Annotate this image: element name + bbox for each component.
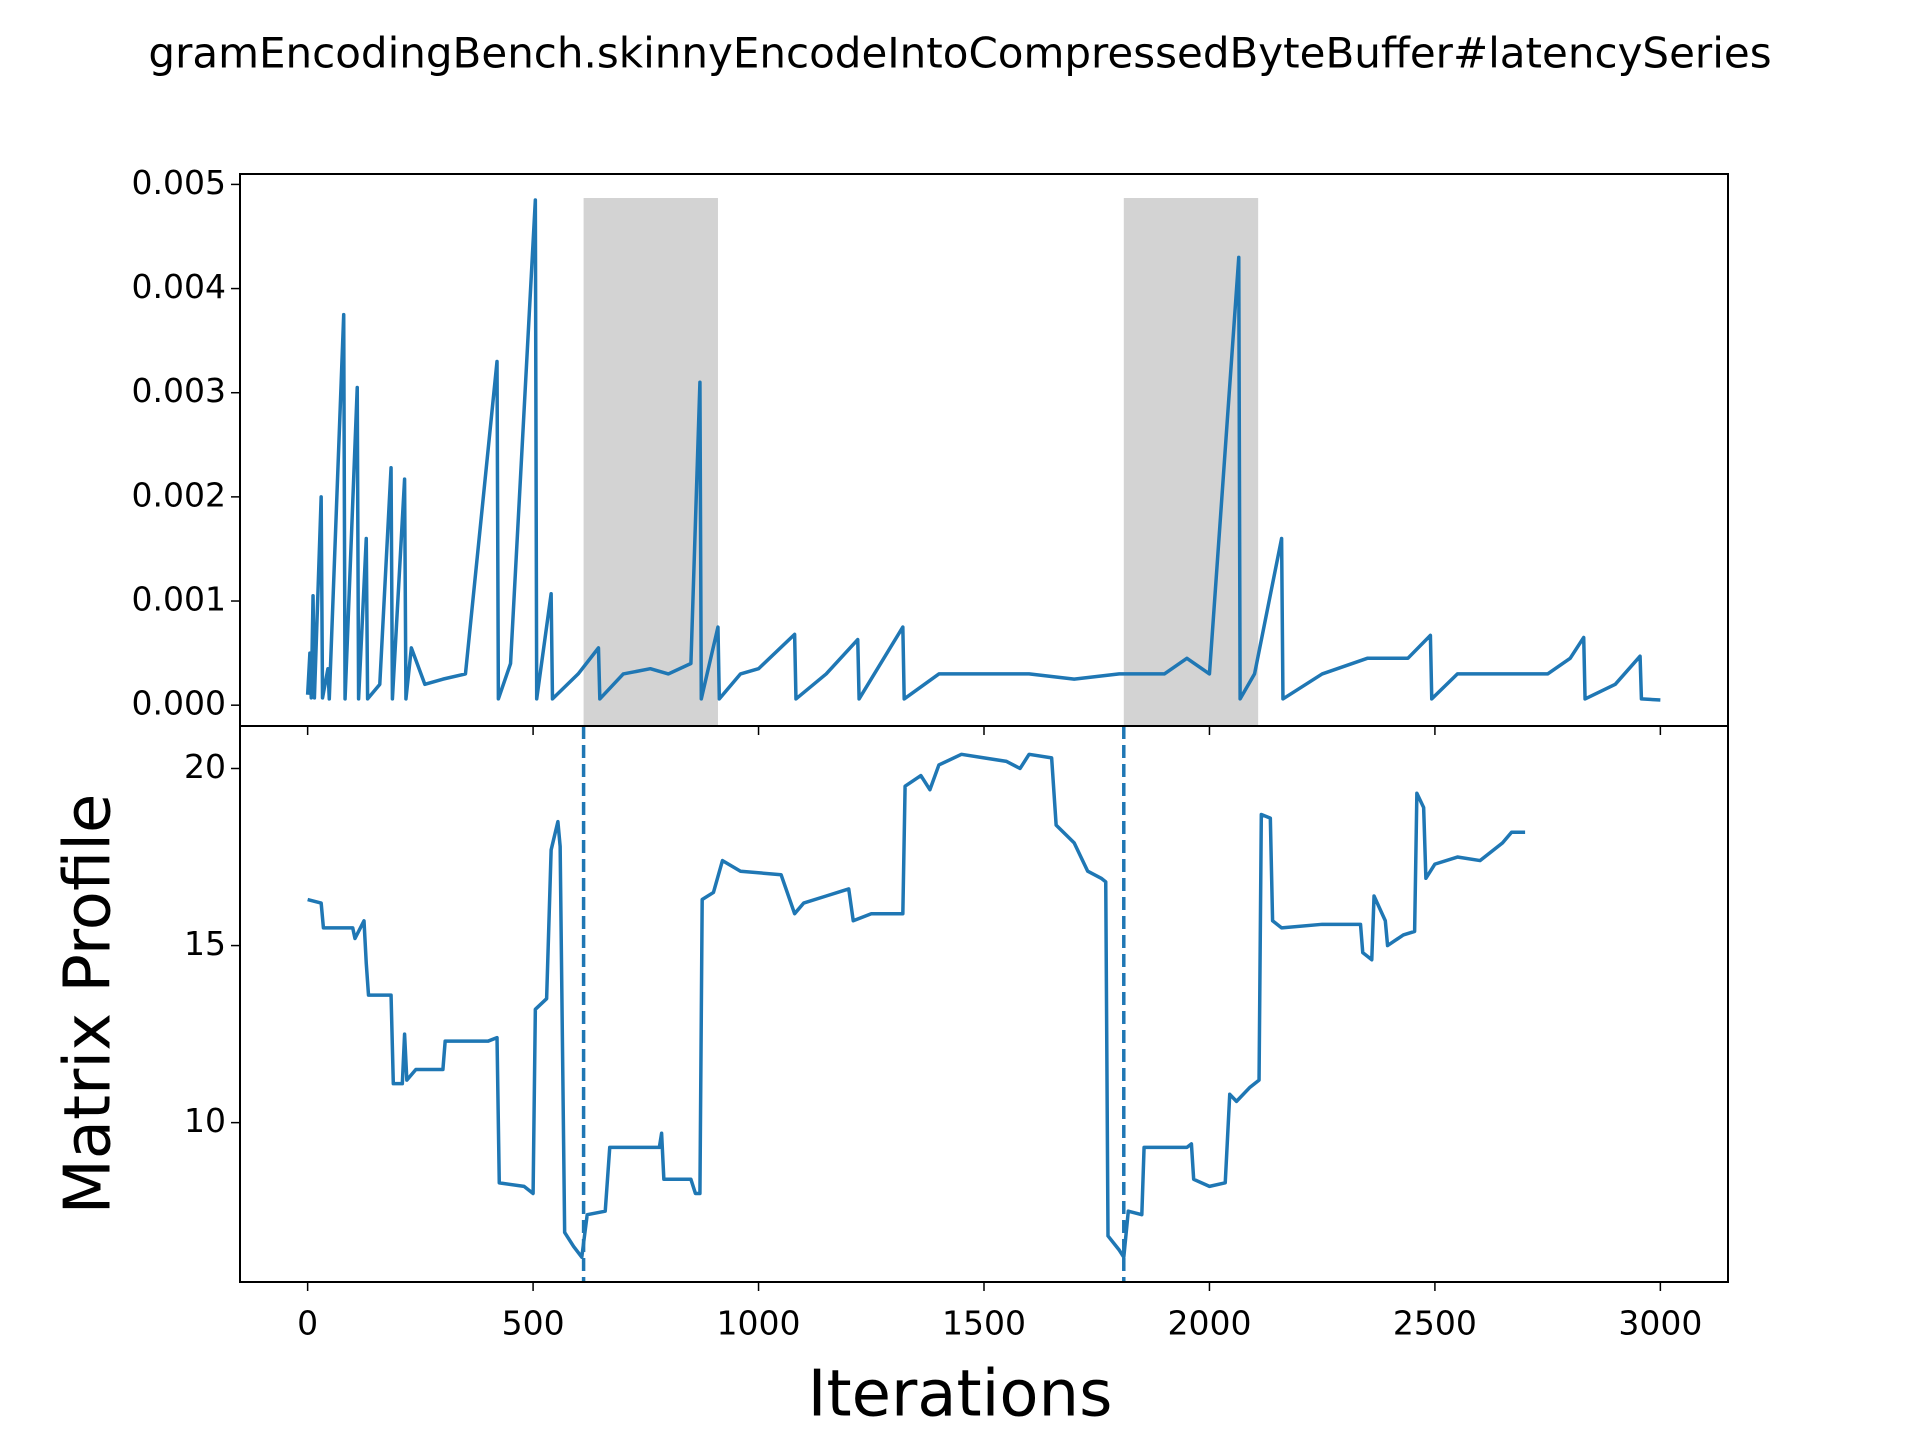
x-tick-label: 1000 bbox=[717, 1304, 801, 1343]
x-tick-label: 500 bbox=[502, 1304, 565, 1343]
data-line bbox=[307, 752, 1526, 1259]
y-tick-label: 0.004 bbox=[132, 267, 226, 306]
x-tick-label: 2000 bbox=[1167, 1304, 1251, 1343]
x-tick-label: 2500 bbox=[1393, 1304, 1477, 1343]
y-tick-label: 0.003 bbox=[132, 371, 226, 410]
data-line bbox=[305, 198, 1661, 702]
shaded-region bbox=[583, 198, 718, 726]
y-tick-label: 20 bbox=[184, 747, 226, 786]
y-tick-label: 0.001 bbox=[132, 580, 226, 619]
axes-frame bbox=[239, 173, 1729, 727]
x-tick-label: 0 bbox=[297, 1304, 318, 1343]
y-tick-label: 0.000 bbox=[132, 684, 226, 723]
y-tick-label: 10 bbox=[184, 1101, 226, 1140]
y-tick-label: 0.005 bbox=[132, 163, 226, 202]
x-axis-label: Iterations bbox=[808, 1358, 1113, 1432]
x-tick-label: 3000 bbox=[1618, 1304, 1702, 1343]
x-tick-label: 1500 bbox=[942, 1304, 1026, 1343]
y-axis-label: Matrix Profile bbox=[52, 794, 126, 1215]
y-tick-label: 15 bbox=[184, 924, 226, 963]
chart-title: gramEncodingBench.skinnyEncodeIntoCompre… bbox=[148, 29, 1771, 78]
axes-frame bbox=[239, 725, 1729, 1283]
y-tick-label: 0.002 bbox=[132, 475, 226, 514]
